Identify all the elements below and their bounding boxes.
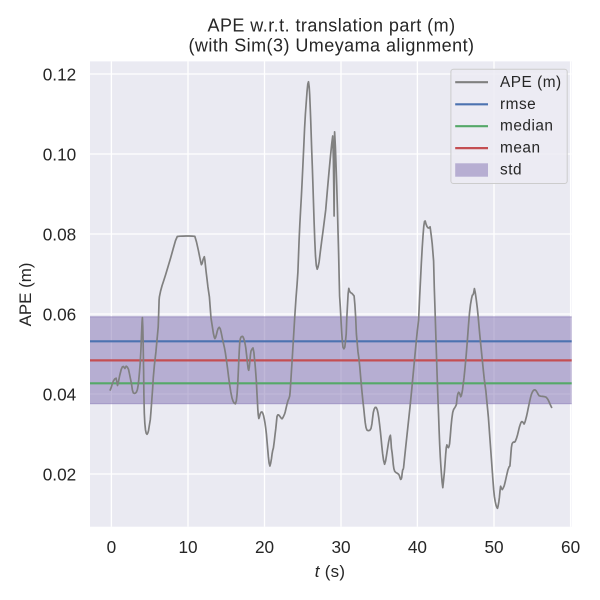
svg-text:rmse: rmse	[500, 96, 536, 113]
svg-text:0.02: 0.02	[43, 464, 76, 484]
svg-text:(with Sim(3) Umeyama alignment: (with Sim(3) Umeyama alignment)	[188, 36, 474, 56]
svg-text:0.10: 0.10	[43, 144, 76, 164]
svg-text:t (s): t (s)	[315, 562, 346, 581]
svg-text:0: 0	[107, 537, 117, 557]
svg-text:40: 40	[408, 537, 427, 557]
svg-text:10: 10	[178, 537, 197, 557]
svg-text:median: median	[500, 118, 553, 135]
svg-text:0.04: 0.04	[43, 384, 77, 404]
svg-text:0.06: 0.06	[43, 304, 76, 324]
svg-text:50: 50	[484, 537, 503, 557]
svg-text:APE (m): APE (m)	[16, 263, 35, 327]
svg-text:std: std	[500, 162, 522, 179]
svg-text:0.12: 0.12	[43, 64, 76, 84]
svg-text:60: 60	[561, 537, 580, 557]
svg-text:30: 30	[331, 537, 350, 557]
svg-text:20: 20	[255, 537, 274, 557]
svg-text:0.08: 0.08	[43, 224, 76, 244]
svg-text:mean: mean	[500, 140, 541, 157]
svg-text:APE (m): APE (m)	[500, 74, 562, 91]
svg-text:APE w.r.t. translation part (m: APE w.r.t. translation part (m)	[207, 16, 455, 36]
